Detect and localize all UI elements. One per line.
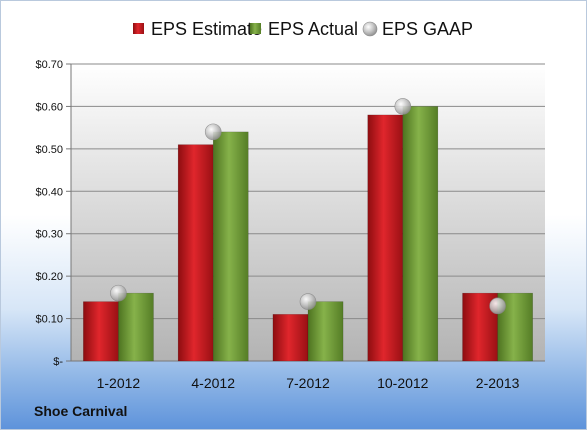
company-name: Shoe Carnival (34, 403, 128, 419)
y-tick-label: $0.60 (35, 101, 63, 113)
y-tick-label: $0.70 (35, 59, 63, 71)
x-tick-label: 7-2012 (286, 375, 330, 391)
x-tick-label: 10-2012 (377, 375, 429, 391)
y-tick-label: $0.20 (35, 271, 63, 283)
legend-label: EPS GAAP (382, 19, 473, 39)
x-tick-label: 1-2012 (97, 375, 141, 391)
y-tick-label: $0.50 (35, 144, 63, 156)
y-tick-label: $- (53, 356, 63, 368)
x-tick-label: 2-2013 (476, 375, 520, 391)
actual-bar (307, 301, 344, 362)
estimate-bar (272, 314, 309, 362)
bars (83, 106, 533, 362)
y-tick-label: $0.30 (35, 229, 63, 241)
gaap-marker (299, 293, 317, 310)
estimate-bar (83, 301, 119, 362)
gaap-marker (489, 297, 506, 315)
legend-label: EPS Estimate (151, 19, 262, 39)
y-tick-label: $0.10 (35, 314, 63, 326)
x-tick-label: 4-2012 (191, 375, 235, 391)
gaap-marker (204, 123, 222, 141)
legend-swatch (133, 23, 144, 34)
gaap-markers (110, 98, 506, 315)
actual-bar (118, 292, 154, 362)
estimate-bar (177, 144, 214, 362)
legend-label: EPS Actual (268, 19, 358, 39)
y-axis-ticks: $- $0.10 $0.20 $0.30 $0.40 $0.50 $0.60 $0.70 (35, 59, 545, 368)
legend-swatch (362, 21, 378, 37)
legend-swatch (250, 23, 261, 34)
estimate-bar (367, 114, 404, 362)
y-tick-label: $0.40 (35, 186, 63, 198)
actual-bar (402, 106, 439, 362)
gaap-marker (110, 284, 127, 302)
actual-bar (212, 131, 249, 362)
x-axis-labels: 1-2012 4-2012 7-2012 10-2012 2-2013 (97, 375, 520, 391)
gaap-marker (394, 98, 412, 115)
legend: EPS Estimate EPS Actual EPS GAAP (133, 19, 473, 39)
